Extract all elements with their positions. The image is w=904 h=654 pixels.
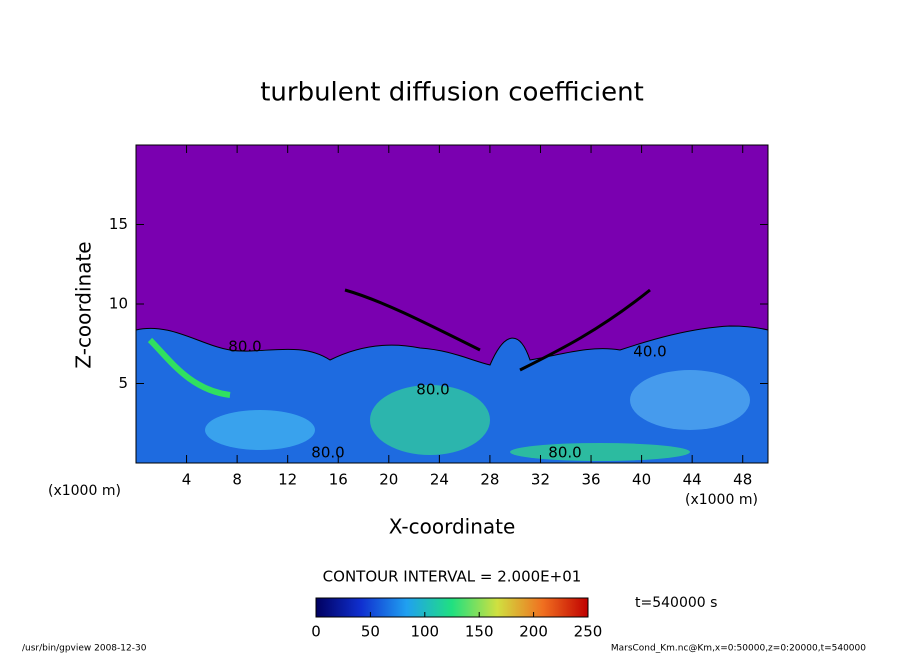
x-tick-label: 12 bbox=[278, 471, 297, 489]
contour-label: 80.0 bbox=[228, 338, 261, 356]
y-axis-label: Z-coordinate bbox=[72, 241, 96, 368]
contour-line bbox=[344, 288, 651, 372]
contour-label: 80.0 bbox=[548, 444, 581, 462]
footer-left: /usr/bin/gpview 2008-12-30 bbox=[22, 644, 147, 654]
chart-title: turbulent diffusion coefficient bbox=[260, 78, 644, 108]
x-tick-label: 16 bbox=[329, 471, 348, 489]
field-blob bbox=[205, 410, 315, 450]
colorbar bbox=[315, 597, 589, 618]
x-tick-label: 32 bbox=[531, 471, 550, 489]
y-tick-label: 5 bbox=[118, 374, 128, 392]
x-tick-label: 44 bbox=[683, 471, 702, 489]
x-tick-label: 36 bbox=[581, 471, 600, 489]
footer-right: MarsCond_Km.nc@Km,x=0:50000,z=0:20000,t=… bbox=[611, 644, 866, 654]
colorbar-tick-label: 200 bbox=[519, 623, 548, 641]
colorbar-tick-label: 0 bbox=[311, 623, 321, 641]
field-blob bbox=[630, 370, 750, 430]
x-tick-label: 20 bbox=[379, 471, 398, 489]
x-tick-label: 48 bbox=[733, 471, 752, 489]
x-tick-label: 4 bbox=[182, 471, 192, 489]
contour-label: 40.0 bbox=[633, 343, 666, 361]
time-label: t=540000 s bbox=[635, 595, 717, 611]
contour-label: 80.0 bbox=[311, 444, 344, 462]
field-blob bbox=[510, 443, 690, 461]
x-axis-label: X-coordinate bbox=[389, 515, 516, 539]
contour-interval: CONTOUR INTERVAL = 2.000E+01 bbox=[323, 568, 582, 586]
field-blob bbox=[370, 385, 490, 455]
x-unit: (x1000 m) bbox=[685, 492, 758, 508]
colorbar-tick-label: 250 bbox=[574, 623, 603, 641]
y-tick-label: 10 bbox=[109, 295, 128, 313]
x-unit: (x1000 m) bbox=[48, 483, 121, 499]
colorbar-tick-label: 150 bbox=[465, 623, 494, 641]
contour-label: 80.0 bbox=[416, 381, 449, 399]
y-tick-label: 15 bbox=[109, 215, 128, 233]
contour-line bbox=[147, 337, 231, 398]
x-tick-label: 8 bbox=[232, 471, 242, 489]
colorbar-tick-label: 50 bbox=[361, 623, 380, 641]
x-tick-label: 28 bbox=[480, 471, 499, 489]
colorbar-tick-label: 100 bbox=[410, 623, 439, 641]
x-tick-label: 24 bbox=[430, 471, 449, 489]
x-tick-label: 40 bbox=[632, 471, 651, 489]
